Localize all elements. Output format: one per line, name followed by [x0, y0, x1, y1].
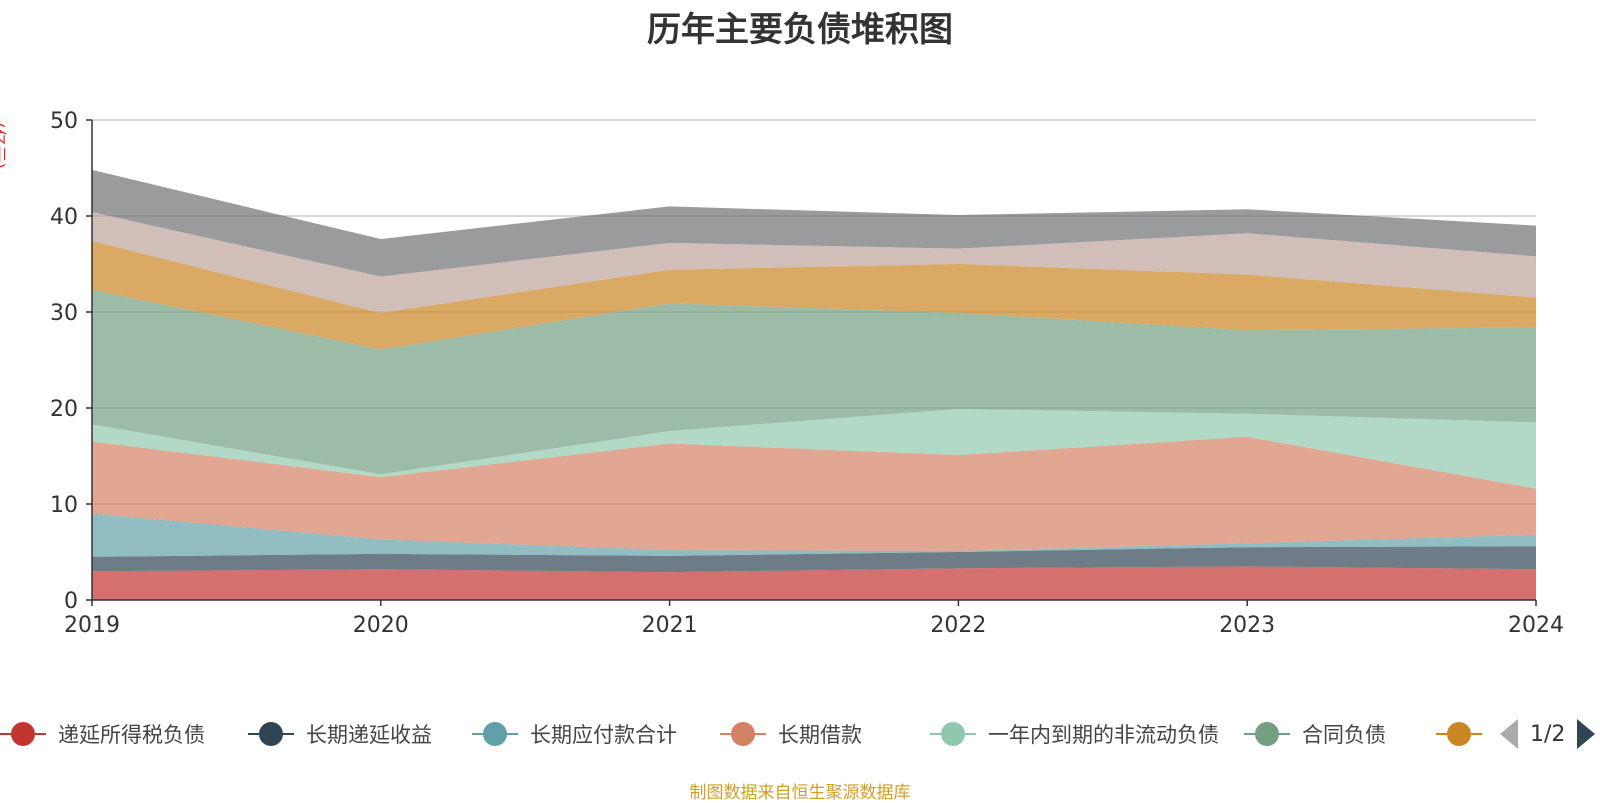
legend-marker-icon	[1436, 722, 1482, 746]
area-series-4	[92, 436, 1536, 552]
area-series-8	[92, 212, 1536, 313]
area-series-9	[92, 169, 1536, 277]
x-tick-label: 2022	[930, 613, 986, 638]
legend-item[interactable]: 递延所得税负债	[0, 716, 205, 752]
area-series-3	[92, 513, 1536, 557]
data-source-note: 制图数据来自恒生聚源数据库	[689, 783, 911, 803]
legend-item[interactable]: 长期应付款合计	[472, 716, 677, 752]
pager-text: 1/2	[1530, 721, 1566, 747]
legend-marker-icon	[930, 722, 976, 746]
legend-label: 合同负债	[1302, 723, 1386, 747]
area-series-6	[92, 289, 1536, 475]
legend-marker-icon	[472, 722, 518, 746]
stacked-area-chart: 0 10 20 30 40 50 2019 2020 2021 2022 2023 2024	[50, 109, 1564, 638]
tick-labels: 0 10 20 30 40 50 2019 2020 2021 2022 2023 2024	[50, 109, 1564, 638]
x-tick-label: 2021	[642, 613, 698, 638]
x-tick-label: 2020	[353, 613, 409, 638]
legend-label: 一年内到期的非流动负债	[988, 723, 1219, 747]
legend-item[interactable]	[1436, 716, 1494, 752]
x-tick-label: 2019	[64, 613, 120, 638]
legend-label: 长期递延收益	[306, 723, 432, 747]
legend-marker-icon	[720, 722, 766, 746]
legend-item[interactable]: 长期借款	[720, 716, 862, 752]
legend-item[interactable]: 长期递延收益	[248, 716, 432, 752]
y-tick-label: 30	[50, 301, 78, 326]
area-series-2	[92, 546, 1536, 573]
x-tick-label: 2023	[1219, 613, 1275, 638]
area-series-1	[92, 566, 1536, 600]
legend-item[interactable]: 合同负债	[1244, 716, 1386, 752]
legend-label: 长期借款	[778, 723, 862, 747]
y-tick-label: 0	[64, 589, 78, 614]
legend-marker-icon	[248, 722, 294, 746]
axes	[86, 119, 1537, 606]
pager-next-icon[interactable]	[1577, 719, 1596, 749]
legend-item[interactable]: 一年内到期的非流动负债	[930, 716, 1219, 752]
legend-marker-icon	[1244, 722, 1290, 746]
area-series-7	[92, 240, 1536, 350]
pager-prev-icon[interactable]	[1500, 719, 1518, 749]
legend-pager: 1/2	[1500, 716, 1596, 752]
chart-title: 历年主要负债堆积图	[647, 10, 953, 50]
x-tick-label: 2024	[1508, 613, 1564, 638]
y-tick-label: 10	[50, 493, 78, 518]
y-tick-label: 40	[50, 205, 78, 230]
legend: 递延所得税负债 长期递延收益 长期应付款合计 长期借款 一年内到期的非流动负债 合同负债	[0, 716, 1600, 752]
y-tick-label: 50	[50, 109, 78, 134]
area-series	[92, 169, 1536, 600]
y-tick-label: 20	[50, 397, 78, 422]
legend-label: 长期应付款合计	[530, 723, 677, 747]
area-series-5	[92, 408, 1536, 489]
legend-marker-icon	[0, 722, 46, 746]
legend-label: 递延所得税负债	[58, 723, 205, 747]
